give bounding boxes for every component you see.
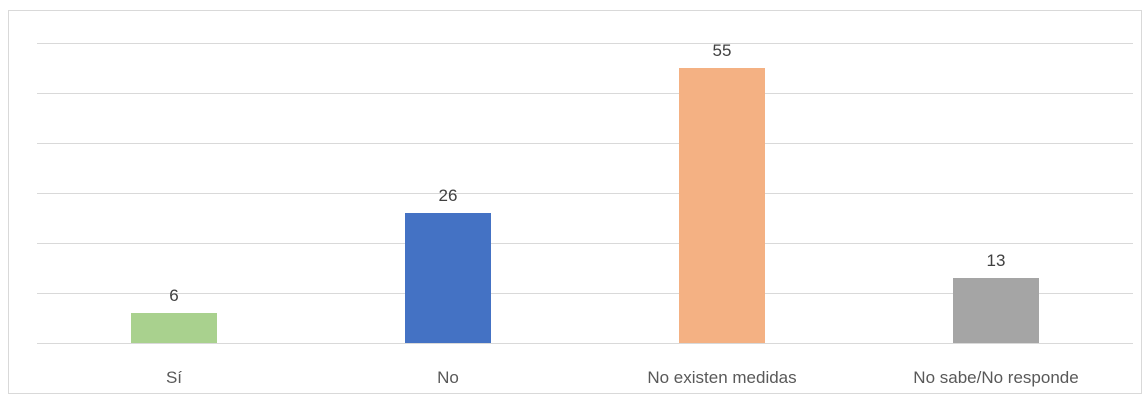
bar [405,213,491,343]
data-label: 13 [987,251,1006,270]
bar [953,278,1039,343]
data-label: 6 [169,286,178,305]
x-tick-label: No sabe/No responde [913,368,1078,387]
x-tick-label: No existen medidas [647,368,796,387]
x-axis-tick-labels: Sí No No existen medidas No sabe/No respond… [166,368,1079,387]
data-labels: 6 26 55 13 [169,41,1005,305]
gridlines [37,43,1133,344]
bars [131,68,1039,343]
bar [679,68,765,343]
x-tick-label: Sí [166,368,182,387]
data-label: 55 [713,41,732,60]
data-label: 26 [439,186,458,205]
bar [131,313,217,343]
x-tick-label: No [437,368,459,387]
